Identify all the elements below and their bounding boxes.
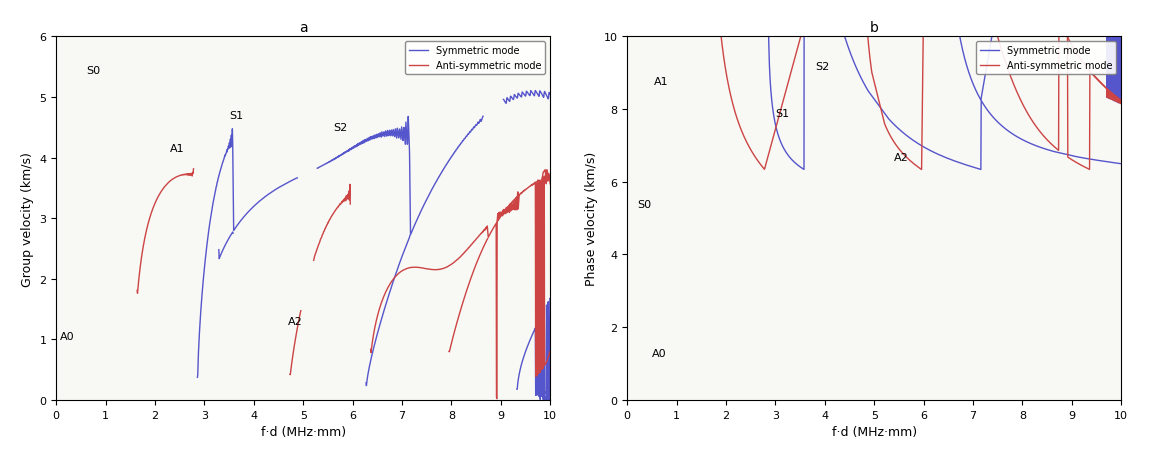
Text: S2: S2 (815, 62, 830, 72)
Y-axis label: Phase velocity (km/s): Phase velocity (km/s) (585, 151, 597, 285)
Text: S1: S1 (229, 111, 244, 121)
Text: S2: S2 (333, 123, 347, 133)
Text: S1: S1 (776, 109, 789, 119)
Legend: Symmetric mode, Anti-symmetric mode: Symmetric mode, Anti-symmetric mode (404, 42, 546, 75)
Text: A1: A1 (655, 77, 669, 86)
Text: A1: A1 (170, 144, 185, 154)
Text: A0: A0 (60, 331, 75, 341)
Legend: Symmetric mode, Anti-symmetric mode: Symmetric mode, Anti-symmetric mode (976, 42, 1117, 75)
Y-axis label: Group velocity (km/s): Group velocity (km/s) (21, 151, 33, 286)
Text: A0: A0 (651, 348, 666, 358)
X-axis label: f·d (MHz·mm): f·d (MHz·mm) (832, 425, 917, 438)
Title: a: a (299, 21, 308, 35)
Text: A2: A2 (288, 316, 303, 326)
Text: S0: S0 (637, 200, 651, 210)
Text: S0: S0 (86, 66, 100, 76)
Text: A2: A2 (894, 153, 909, 162)
X-axis label: f·d (MHz·mm): f·d (MHz·mm) (261, 425, 346, 438)
Title: b: b (870, 21, 879, 35)
